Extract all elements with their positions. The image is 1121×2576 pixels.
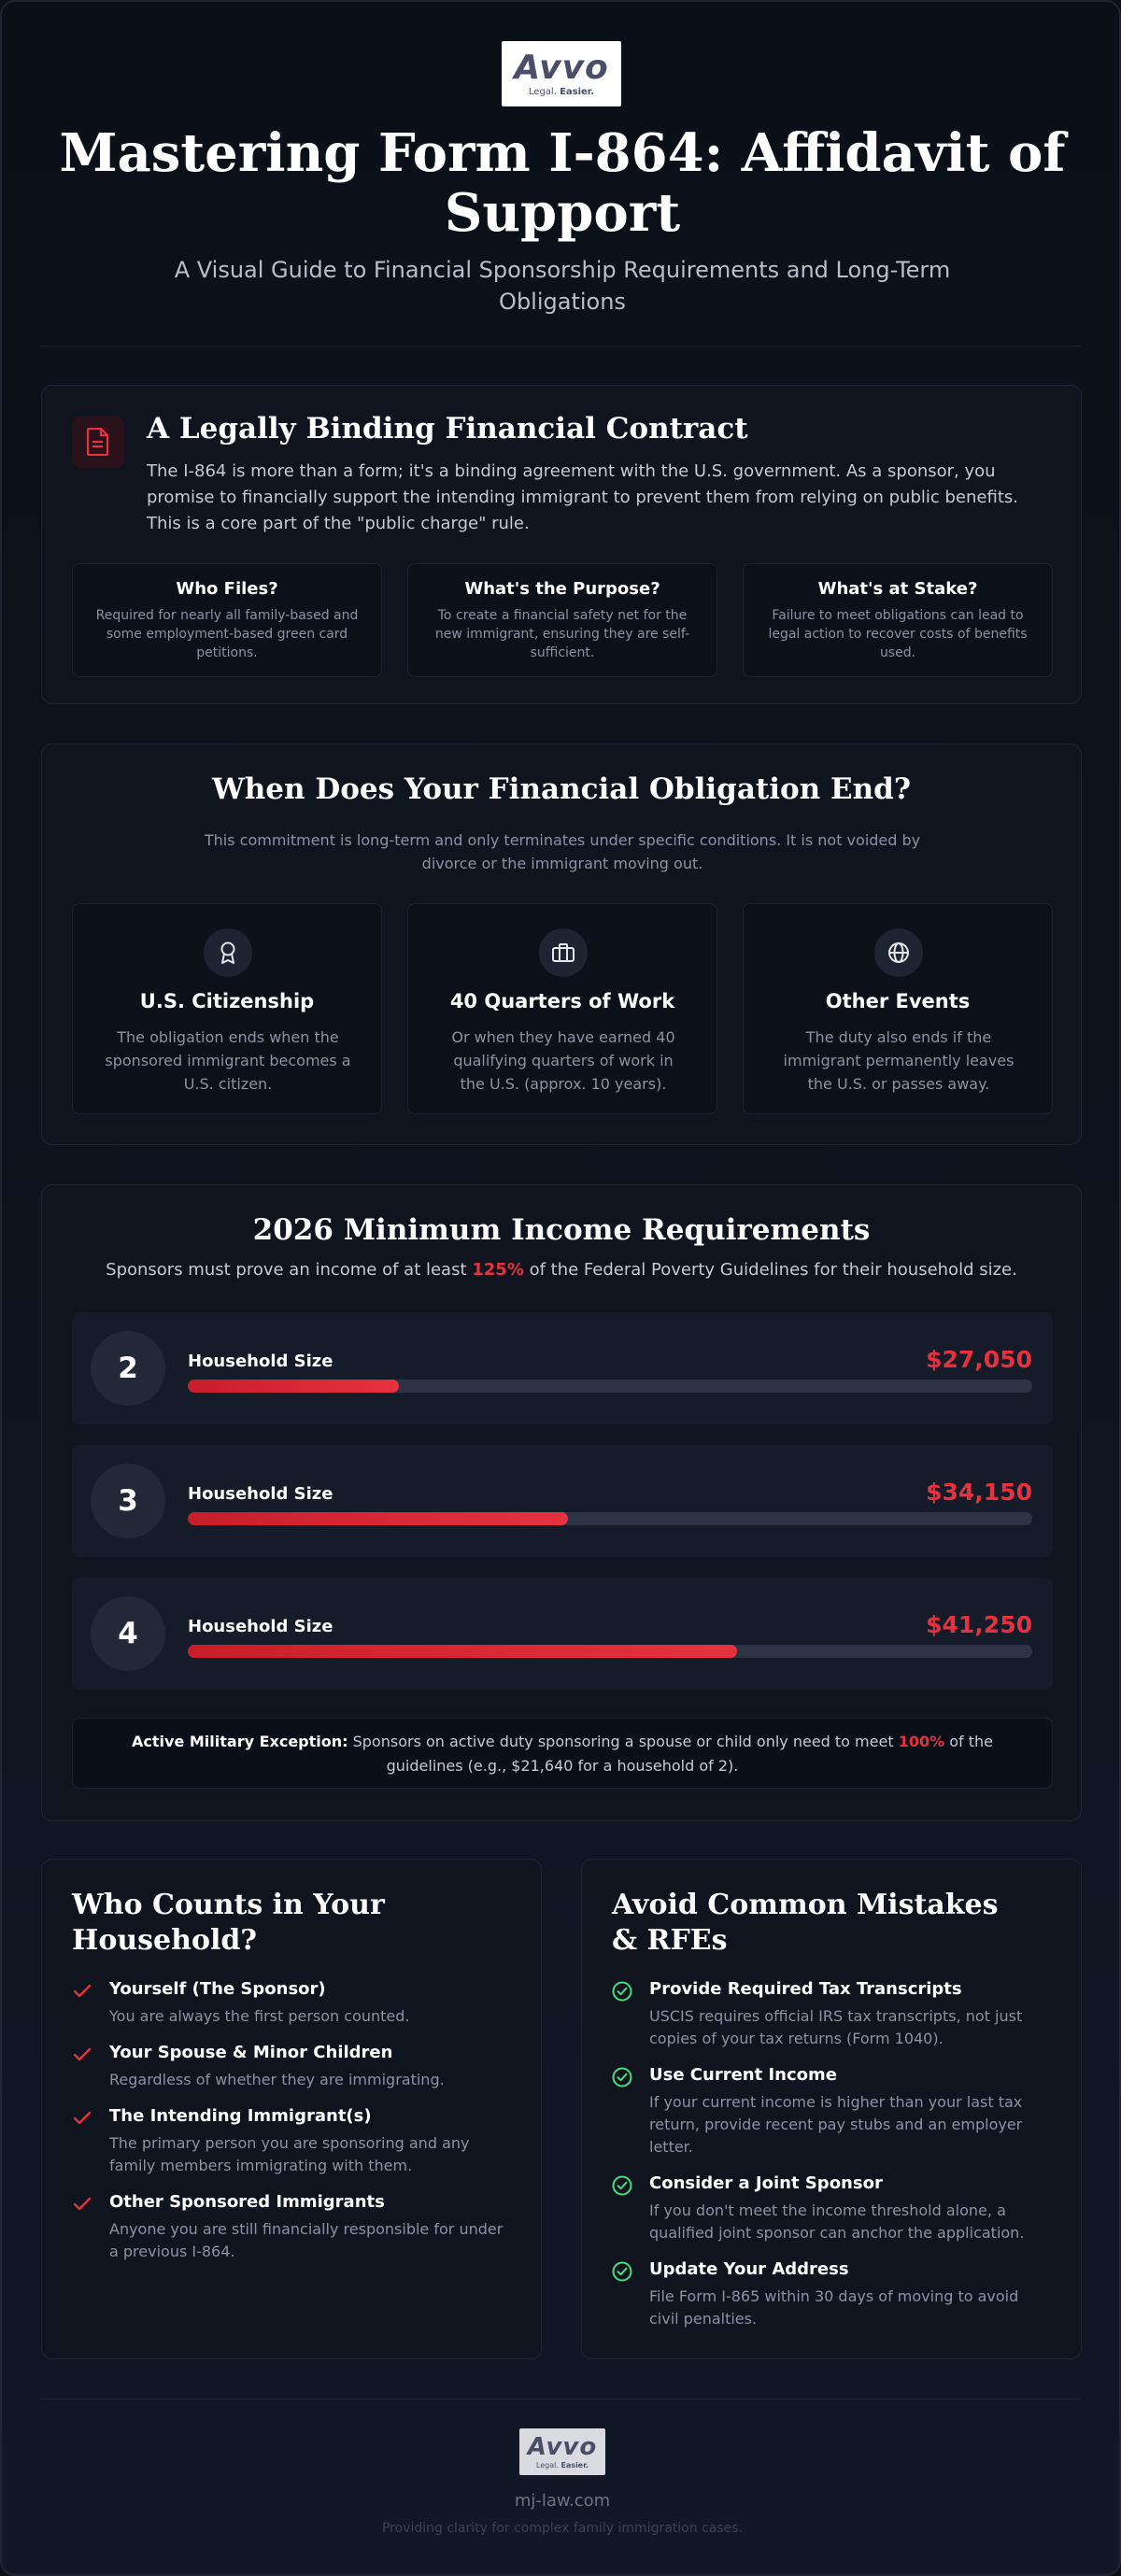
item-text: Regardless of whether they are immigrati… bbox=[109, 2071, 445, 2088]
card-title: U.S. Citizenship bbox=[139, 990, 315, 1012]
income-bar-track bbox=[188, 1645, 1032, 1658]
income-title: 2026 Minimum Income Requirements bbox=[252, 1213, 871, 1247]
mistakes-title: Avoid Common Mistakes & RFEs bbox=[612, 1889, 999, 1957]
household-size-badge: 3 bbox=[91, 1464, 165, 1538]
page-subtitle: A Visual Guide to Financial Sponsorship … bbox=[174, 257, 951, 315]
income-subtitle: Sponsors must prove an income of at leas… bbox=[106, 1260, 1017, 1280]
card-title: Who Files? bbox=[176, 579, 278, 599]
income-amount: $34,150 bbox=[926, 1479, 1032, 1506]
item-text: Anyone you are still financially respons… bbox=[109, 2220, 504, 2260]
check-circle-icon bbox=[612, 1981, 632, 2002]
footer-avvo-logo[interactable]: Avvo Legal. Easier. bbox=[519, 2428, 605, 2475]
item-text: USCIS requires official IRS tax transcri… bbox=[649, 2007, 1023, 2047]
check-circle-icon bbox=[612, 2175, 632, 2196]
item-title: Use Current Income bbox=[649, 2065, 837, 2085]
contract-body: The I-864 is more than a form; it's a bi… bbox=[147, 461, 1018, 533]
household-row: 2 Household Size $27,050 bbox=[72, 1312, 1053, 1424]
obligation-body: This commitment is long-term and only te… bbox=[204, 831, 921, 872]
item-title: Your Spouse & Minor Children bbox=[109, 2043, 393, 2062]
footer-tagline: Providing clarity for complex family imm… bbox=[381, 2521, 744, 2536]
contract-title: A Legally Binding Financial Contract bbox=[147, 412, 748, 446]
logo-word: Avvo bbox=[514, 48, 609, 87]
card-text: The obligation ends when the sponsored i… bbox=[105, 1028, 351, 1093]
card-text: Or when they have earned 40 qualifying q… bbox=[451, 1028, 675, 1093]
income-bar-fill bbox=[188, 1645, 737, 1658]
purpose-card: What's the Purpose? To create a financia… bbox=[407, 563, 717, 677]
checkmark-icon bbox=[73, 1984, 92, 1998]
item-title: Consider a Joint Sponsor bbox=[649, 2173, 883, 2193]
income-amount: $27,050 bbox=[926, 1346, 1032, 1373]
card-title: What's at Stake? bbox=[817, 579, 978, 599]
item-text: If your current income is higher than yo… bbox=[649, 2093, 1023, 2156]
avvo-logo[interactable]: Avvo Legal. Easier. bbox=[502, 41, 621, 106]
checkmark-icon bbox=[73, 2197, 92, 2211]
check-circle-icon bbox=[612, 2261, 632, 2282]
checkmark-icon bbox=[73, 2111, 92, 2125]
item-title: Provide Required Tax Transcripts bbox=[649, 1979, 962, 1999]
logo-word: Avvo bbox=[527, 2432, 598, 2461]
citizenship-card: U.S. Citizenship The obligation ends whe… bbox=[72, 903, 382, 1114]
household-section: Who Counts in Your Household? Yourself (… bbox=[41, 1859, 542, 2359]
page-title: Mastering Form I-864: Affidavit of Suppo… bbox=[59, 122, 1066, 244]
household-title: Who Counts in Your Household? bbox=[72, 1889, 385, 1957]
card-text: Required for nearly all family-based and… bbox=[95, 608, 359, 660]
other-events-card: Other Events The duty also ends if the i… bbox=[743, 903, 1053, 1114]
document-icon bbox=[72, 416, 124, 468]
card-text: To create a financial safety net for the… bbox=[434, 608, 690, 660]
item-title: Other Sponsored Immigrants bbox=[109, 2192, 385, 2212]
logo-tagline: Legal. Easier. bbox=[535, 2460, 589, 2470]
footer-url[interactable]: mj-law.com bbox=[514, 2491, 611, 2511]
logo-tagline: Legal. Easier. bbox=[528, 86, 595, 97]
item-text: File Form I-865 within 30 days of moving… bbox=[649, 2287, 1019, 2328]
income-section: 2026 Minimum Income Requirements Sponsor… bbox=[41, 1184, 1082, 1821]
card-text: The duty also ends if the immigrant perm… bbox=[783, 1028, 1015, 1093]
mistakes-section: Avoid Common Mistakes & RFEs Provide Req… bbox=[581, 1859, 1082, 2359]
card-title: Other Events bbox=[825, 990, 971, 1012]
household-label: Household Size bbox=[188, 1484, 333, 1504]
military-exception-note: Active Military Exception: Sponsors on a… bbox=[72, 1718, 1053, 1789]
card-text: Failure to meet obligations can lead to … bbox=[768, 608, 1028, 660]
contract-section: A Legally Binding Financial Contract The… bbox=[41, 385, 1082, 704]
income-bar-fill bbox=[188, 1512, 568, 1525]
item-title: The Intending Immigrant(s) bbox=[109, 2106, 372, 2126]
income-percent: 125% bbox=[472, 1260, 524, 1280]
briefcase-icon bbox=[539, 928, 588, 977]
household-size-badge: 4 bbox=[91, 1596, 165, 1671]
item-text: You are always the first person counted. bbox=[109, 2007, 410, 2025]
stake-card: What's at Stake? Failure to meet obligat… bbox=[743, 563, 1053, 677]
household-row: 4 Household Size $41,250 bbox=[72, 1578, 1053, 1690]
income-bar-track bbox=[188, 1380, 1032, 1393]
household-label: Household Size bbox=[188, 1617, 333, 1636]
item-title: Yourself (The Sponsor) bbox=[109, 1979, 326, 1999]
obligation-title: When Does Your Financial Obligation End? bbox=[211, 772, 912, 806]
card-title: 40 Quarters of Work bbox=[449, 990, 675, 1012]
item-title: Update Your Address bbox=[649, 2259, 849, 2279]
household-label: Household Size bbox=[188, 1352, 333, 1371]
check-circle-icon bbox=[612, 2067, 632, 2088]
income-bar-track bbox=[188, 1512, 1032, 1525]
item-text: The primary person you are sponsoring an… bbox=[109, 2134, 470, 2174]
checkmark-icon bbox=[73, 2047, 92, 2061]
divider bbox=[41, 346, 1082, 347]
income-bar-fill bbox=[188, 1380, 399, 1393]
household-size-badge: 2 bbox=[91, 1331, 165, 1406]
item-text: If you don't meet the income threshold a… bbox=[649, 2201, 1025, 2242]
award-icon bbox=[204, 928, 252, 977]
globe-icon bbox=[874, 928, 923, 977]
household-row: 3 Household Size $34,150 bbox=[72, 1445, 1053, 1557]
quarters-card: 40 Quarters of Work Or when they have ea… bbox=[407, 903, 717, 1114]
who-files-card: Who Files? Required for nearly all famil… bbox=[72, 563, 382, 677]
income-amount: $41,250 bbox=[926, 1611, 1032, 1638]
obligation-section: When Does Your Financial Obligation End?… bbox=[41, 743, 1082, 1145]
card-title: What's the Purpose? bbox=[464, 579, 660, 599]
